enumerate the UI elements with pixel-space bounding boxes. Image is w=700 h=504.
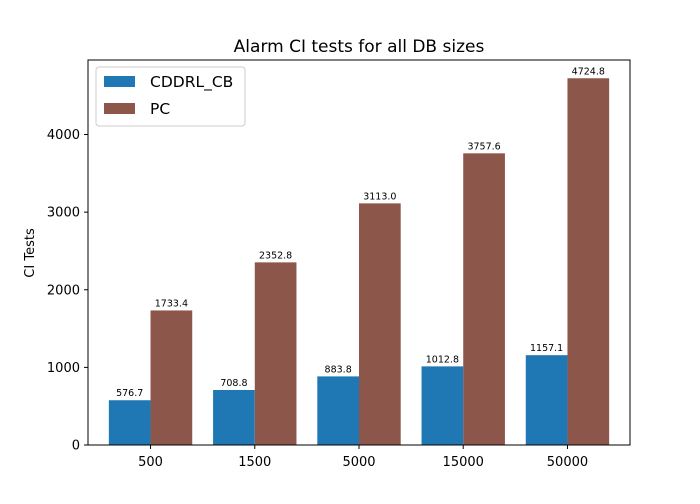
bar-cddrl-cb-5000 <box>317 376 359 445</box>
x-axis: 500 1500 5000 15000 50000 <box>138 445 588 470</box>
bar-value-label: 1012.8 <box>426 354 459 365</box>
y-tick-label: 2000 <box>47 283 80 298</box>
legend-swatch <box>104 76 135 87</box>
x-tick-label: 50000 <box>547 455 588 470</box>
bar-value-label: 708.8 <box>220 378 247 389</box>
bar-value-label: 883.8 <box>325 364 352 375</box>
y-tick-label: 1000 <box>47 361 80 376</box>
x-tick-label: 5000 <box>342 455 375 470</box>
bars-layer <box>108 78 610 445</box>
bar-value-label: 3113.0 <box>363 191 396 202</box>
y-tick-label: 3000 <box>47 206 80 221</box>
plot-frame <box>87 59 631 446</box>
bar-pc-1500 <box>254 262 297 445</box>
y-tick-label: 0 <box>72 439 80 454</box>
y-axis-label: CI Tests <box>23 228 38 278</box>
bar-value-label: 2352.8 <box>259 250 292 261</box>
bar-pc-50000 <box>567 78 610 445</box>
legend-label: CDDRL_CB <box>150 73 233 92</box>
bar-cddrl-cb-1500 <box>213 389 255 445</box>
value-labels-layer: 576.7 708.8 883.8 1012.8 1157.1 1733.4 2352.8 3… <box>116 66 605 399</box>
bar-pc-15000 <box>463 153 505 445</box>
bar-pc-5000 <box>359 203 401 445</box>
bar-value-label: 4724.8 <box>572 66 605 77</box>
bar-pc-500 <box>150 310 193 445</box>
bar-cddrl-cb-15000 <box>421 366 464 445</box>
bar-value-label: 576.7 <box>116 388 143 399</box>
legend: CDDRL_CB PC <box>95 66 246 127</box>
x-tick-label: 1500 <box>238 455 271 470</box>
x-tick-label: 15000 <box>443 455 484 470</box>
chart-title: Alarm CI tests for all DB sizes <box>234 37 485 57</box>
x-tick-label: 500 <box>138 455 163 470</box>
bar-cddrl-cb-50000 <box>525 355 568 445</box>
bar-value-label: 1733.4 <box>155 298 188 309</box>
legend-swatch <box>104 103 135 114</box>
legend-label: PC <box>150 100 170 118</box>
bar-cddrl-cb-500 <box>108 400 151 445</box>
y-axis: 0 1000 2000 3000 4000 <box>47 128 88 454</box>
y-tick-label: 4000 <box>47 128 80 143</box>
bar-value-label: 3757.6 <box>467 141 500 152</box>
bar-value-label: 1157.1 <box>530 343 563 354</box>
